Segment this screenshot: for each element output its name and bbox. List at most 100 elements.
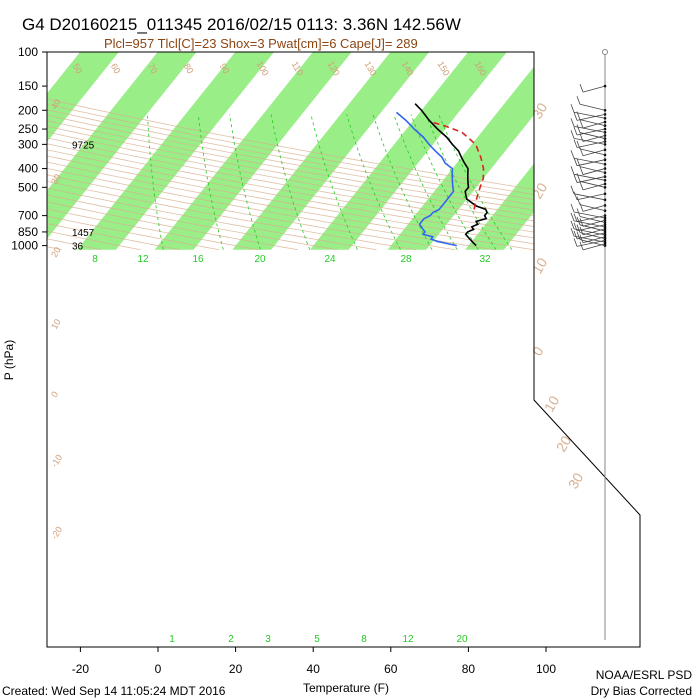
dry-adiabat [47,167,495,251]
dry-adiabat [47,230,141,251]
mixing-ratio-line [425,114,497,250]
dry-adiabat [47,114,534,206]
x-tick-label: 20 [229,662,243,676]
dry-adiabat [47,109,534,200]
wind-barb [579,119,606,126]
wind-barb-flag [573,191,578,200]
wind-barb [573,157,606,165]
mixing-ratio-line [270,114,311,250]
mixing-ratio-line [198,114,224,250]
y-axis-label: P (hPa) [2,340,16,380]
footer-org: NOAA/ESRL PSD [596,668,693,682]
mixing-ratio-line [147,114,164,250]
isotherm-band [465,163,534,250]
plot-frame [46,51,641,648]
bottom-mixing-label: 3 [265,634,271,645]
wind-barb [579,180,606,188]
wind-barb [573,193,606,201]
wind-barb-flag [570,150,575,159]
wind-barb-flag [570,130,575,139]
left-side-label: 10 [49,317,63,331]
wind-barbs [570,49,608,640]
dry-adiabat [47,137,534,227]
wind-barb-flag [573,213,578,222]
wind-barb-flag [579,181,584,191]
dry-adiabat-label: 90 [218,62,232,76]
wind-barb [573,173,606,181]
wind-barb [579,204,606,212]
x-tick-label: -20 [72,662,90,676]
wind-barb-flag [579,234,584,243]
dry-adiabat-label: 100 [255,59,271,77]
mixing-ratio-lines [147,114,513,250]
x-tick-label: 100 [536,662,556,676]
height-label: 1457 [72,228,95,239]
dry-adiabat-label: 150 [436,59,452,77]
dry-adiabat [47,161,534,251]
wind-barb-flag [573,139,578,148]
wind-barb [579,148,606,156]
isotherm-band [543,43,700,250]
right-side-label: 30 [565,470,587,492]
dry-adiabat-label: 50 [71,62,85,76]
mixing-ratio-label: 28 [400,254,412,265]
wind-barb [576,215,606,223]
mixing-ratio-line [393,114,458,250]
y-tick-label: 400 [18,162,38,176]
bottom-mixing-label: 2 [228,634,234,645]
y-tick-label: 700 [18,209,38,223]
y-tick-label: 150 [18,79,38,93]
wind-barb-flag [570,118,575,127]
bottom-mixing-label: 12 [402,634,414,645]
wind-barb [582,121,606,129]
dry-adiabat [47,180,416,251]
mixing-ratio-line [410,114,479,250]
dry-adiabat [47,125,534,216]
wind-barb [582,183,606,191]
wind-barb-flag [570,212,575,221]
y-tick-label: 300 [18,137,38,151]
wind-barb-flag [576,124,581,133]
wind-barb [576,159,606,167]
wind-barb-flag [573,174,578,183]
footer-created: Created: Wed Sep 14 11:05:24 MDT 2016 [2,684,226,698]
isotherm-band [620,43,700,250]
wind-barb-flag [579,241,584,251]
wind-barb-flag [576,216,581,226]
right-side-label: 10 [529,255,551,277]
footer-note: Dry Bias Corrected [591,684,692,698]
bottom-mixing-label: 1 [169,634,175,645]
mixing-ratio-line [438,114,513,250]
dry-adiabat [47,223,180,251]
chart-subtitle: Plcl=957 Tlcl[C]=23 Shox=3 Pwat[cm]=6 Ca… [104,36,418,51]
left-side-label: 20 [49,245,63,259]
bottom-mixing-label: 5 [314,634,320,645]
temperature-line [414,103,489,247]
dry-adiabat-label: 70 [146,62,160,76]
wind-barb [579,239,606,246]
left-side-label: 30 [49,172,63,186]
parcel-line [431,121,485,210]
dry-adiabat [47,143,534,233]
wind-barb [576,113,606,121]
y-tick-label: 100 [18,45,38,59]
wind-dot [603,84,607,88]
wind-barb-flag [573,112,578,121]
wind-barb-flag [579,83,584,93]
left-side-label: 40 [49,97,63,111]
wind-barb [579,103,606,111]
isotherm-band [387,66,534,250]
mixing-ratio-line [229,114,261,250]
dry-adiabat-label: 80 [182,62,196,76]
mixing-ratio-label: 8 [92,254,98,265]
wind-barb [576,141,606,148]
x-tick-label: 0 [155,662,162,676]
y-tick-label: 500 [18,180,38,194]
x-axis-label: Temperature (F) [303,681,389,695]
mixing-ratio-label: 16 [192,254,204,265]
wind-calm-marker [602,49,608,55]
height-label: 9725 [72,140,95,151]
wind-barb [579,166,606,174]
